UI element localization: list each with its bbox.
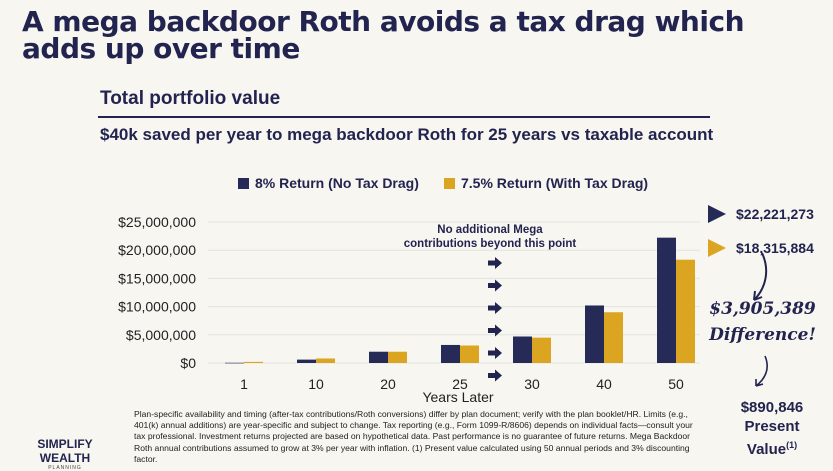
difference-annotation: $3,905,389 Difference! — [692, 296, 833, 348]
x-tick-label: 25 — [452, 376, 468, 392]
gold-final-value: $18,315,884 — [736, 240, 814, 256]
legend-label: 7.5% Return (With Tax Drag) — [461, 175, 649, 191]
difference-value: $3,905,389 — [709, 299, 816, 319]
right-arrow-icon — [488, 302, 502, 314]
navy-triangle-icon — [708, 205, 726, 223]
logo-name: SIMPLIFY WEALTH — [37, 437, 93, 465]
right-arrow-icon — [488, 369, 502, 382]
x-tick-label: 40 — [596, 376, 612, 392]
gold-triangle-icon — [708, 239, 726, 257]
bar-navy-50 — [657, 237, 676, 363]
bar-gold-1 — [244, 361, 263, 363]
bar-gold-50 — [676, 259, 695, 363]
logo-tag: PLANNING — [48, 465, 82, 471]
x-tick-label: 30 — [524, 376, 540, 392]
footnote-mark: (1) — [786, 440, 798, 450]
y-tick-label: $25,000,000 — [118, 214, 196, 230]
bar-gold-10 — [316, 358, 335, 363]
annotation-line-2: contributions beyond this point — [404, 238, 577, 250]
bar-chart: $0 $5,000,000 $10,000,000 $15,000,000 $20,00… — [118, 214, 700, 405]
title-line-1: A mega backdoor Roth avoids a tax drag w… — [22, 5, 745, 38]
logo: SIMPLIFY WEALTH PLANNING — [12, 437, 118, 471]
footnote: Plan-specific availability and timing (a… — [134, 409, 693, 464]
x-tick-label: 1 — [240, 376, 248, 392]
y-tick-label: $20,000,000 — [118, 242, 196, 258]
right-arrow-icon — [488, 279, 502, 292]
y-tick-label: $5,000,000 — [126, 327, 196, 343]
legend-item-navy: 8% Return (No Tax Drag) — [238, 175, 419, 191]
bar-navy-30 — [513, 336, 532, 363]
x-tick-label: 50 — [668, 376, 684, 392]
bar-gold-40 — [604, 312, 623, 363]
legend-label: 8% Return (No Tax Drag) — [255, 175, 419, 191]
bar-navy-20 — [369, 351, 388, 363]
chart-description: $40k saved per year to mega backdoor Rot… — [100, 125, 714, 144]
bar-gold-20 — [388, 351, 407, 363]
present-value: $890,846 Present Value(1) — [722, 398, 822, 459]
bar-navy-25 — [441, 344, 460, 363]
bar-gold-25 — [460, 345, 479, 363]
value-label: Value — [746, 441, 787, 458]
right-arrow-icon — [488, 347, 502, 359]
navy-final-value: $22,221,273 — [736, 206, 814, 222]
slide-title: A mega backdoor Roth avoids a tax drag w… — [22, 5, 745, 65]
y-tick-label: $0 — [180, 355, 196, 371]
legend-swatch — [444, 177, 455, 189]
difference-label: Difference! — [709, 325, 816, 345]
title-line-2: adds up over time — [22, 32, 300, 65]
annotation-line-1: No additional Mega — [437, 224, 543, 236]
divider — [98, 116, 710, 118]
present-value-amount: $890,846 — [740, 399, 804, 416]
legend-swatch — [238, 177, 249, 189]
legend-item-gold: 7.5% Return (With Tax Drag) — [444, 175, 648, 191]
x-tick-label: 20 — [380, 376, 396, 392]
right-arrow-icon — [488, 324, 502, 337]
bar-navy-40 — [585, 305, 604, 363]
curved-arrow-icon — [753, 252, 768, 387]
chart-subtitle: Total portfolio value — [100, 88, 281, 109]
y-tick-label: $15,000,000 — [118, 270, 196, 286]
x-axis-label: Years Later — [422, 389, 493, 405]
present-label: Present — [744, 418, 800, 435]
right-arrow-icon — [488, 257, 502, 269]
y-tick-label: $10,000,000 — [118, 299, 196, 315]
callouts: $22,221,273 $18,315,884 — [708, 197, 833, 265]
x-tick-label: 10 — [308, 376, 324, 392]
bar-navy-1 — [225, 362, 244, 364]
bar-gold-30 — [532, 337, 551, 363]
bar-navy-10 — [297, 359, 316, 363]
